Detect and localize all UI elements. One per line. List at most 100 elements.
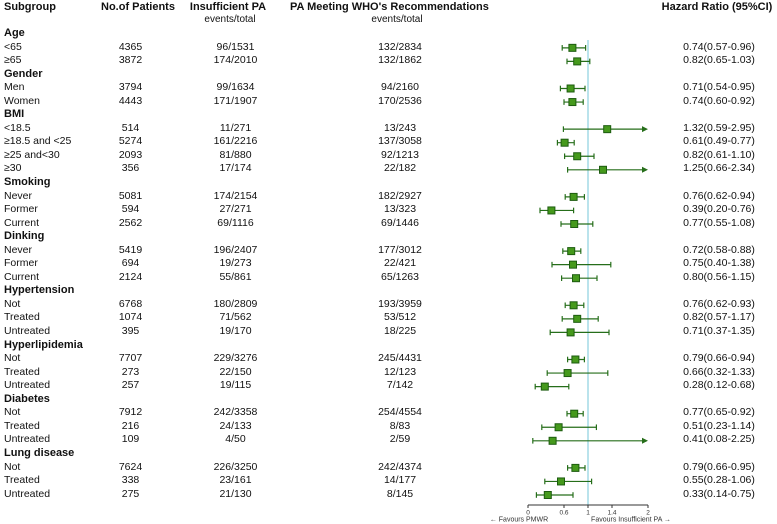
hr-marker	[548, 436, 557, 445]
hazard-ratio-value: 0.76(0.62-0.93)	[683, 297, 755, 310]
table-row: Never 5419 196/2407 177/3012 0.72(0.58-0.88)	[0, 244, 777, 258]
patients-value: 5081	[118, 189, 143, 202]
patients-value: 2124	[118, 270, 143, 283]
pa-meeting-value: 13/323	[383, 203, 417, 216]
pa-meeting-value: 177/3012	[378, 243, 422, 256]
group-row: BMI	[0, 108, 777, 122]
subgroup-label: Current	[4, 270, 40, 283]
subgroup-label: ≥65	[4, 54, 22, 67]
ci-arrow-right	[642, 166, 648, 173]
patients-value: 275	[121, 487, 140, 500]
table-row: Untreated 109 4/50 2/59 0.41(0.08-2.25)	[0, 433, 777, 447]
insufficient-pa-value: 161/2216	[213, 135, 258, 148]
subgroup-label: Former	[4, 203, 38, 216]
pa-meeting-value: 242/4374	[378, 460, 422, 473]
hazard-ratio-value: 0.28(0.12-0.68)	[683, 379, 755, 392]
pa-meeting-value: 18/225	[383, 325, 417, 338]
hazard-ratio-value: 0.72(0.58-0.88)	[683, 243, 755, 256]
hazard-ratio-value: 0.71(0.37-1.35)	[683, 325, 755, 338]
group-row: Age	[0, 27, 777, 41]
pa-meeting-value: 7/142	[386, 379, 414, 392]
hazard-ratio-value: 1.32(0.59-2.95)	[683, 121, 755, 134]
pa-meeting-value: 22/421	[383, 257, 417, 270]
table-row: Not 7707 229/3276 245/4431 0.79(0.66-0.94)	[0, 352, 777, 366]
hr-marker	[568, 98, 577, 107]
hr-marker	[573, 152, 582, 161]
table-row: Current 2562 69/1116 69/1446 0.77(0.55-1.08)	[0, 217, 777, 231]
insufficient-pa-value: 171/1907	[213, 94, 258, 107]
favours-pmwr-label: ← Favours PMWR	[490, 517, 548, 524]
hr-marker	[573, 57, 582, 66]
hr-marker	[570, 220, 579, 228]
hazard-ratio-value: 0.51(0.23-1.14)	[683, 419, 755, 432]
table-row: Former 594 27/271 13/323 0.39(0.20-0.76)	[0, 203, 777, 217]
hazard-ratio-value: 0.76(0.62-0.94)	[683, 189, 755, 202]
forest-plot-canvas: 0 0.6 1 1.4 2 ← Favours PMWR Favours Insuffici…	[490, 40, 671, 524]
ci-arrow-right	[642, 437, 648, 444]
table-row: Treated 216 24/133 8/83 0.51(0.23-1.14)	[0, 420, 777, 434]
hazard-ratio-value: 0.82(0.61-1.10)	[683, 148, 755, 161]
insufficient-pa-value: 17/174	[219, 162, 252, 175]
table-row: Untreated 395 19/170 18/225 0.71(0.37-1.35)	[0, 325, 777, 339]
pa-meeting-value: 94/2160	[381, 81, 419, 94]
pa-meeting-value: 13/243	[383, 121, 417, 134]
subgroup-label: <18.5	[4, 121, 31, 134]
patients-value: 109	[121, 433, 140, 446]
subgroup-label: ≥25 and<30	[4, 148, 60, 161]
col-header-insufficient-pa: Insufficient PA	[189, 1, 267, 13]
hazard-ratio-value: 0.79(0.66-0.95)	[683, 460, 755, 473]
insufficient-pa-value: 55/861	[219, 270, 252, 283]
col-header-subgroup: Subgroup	[4, 1, 56, 13]
patients-value: 2562	[118, 216, 143, 229]
patients-value: 5419	[118, 243, 143, 256]
hr-marker	[572, 274, 580, 283]
group-label: Hyperlipidemia	[4, 338, 83, 351]
hr-marker	[573, 314, 582, 323]
table-body: Age <65 4365 96/1531 132/2834 0.74(0.57-0.96)…	[0, 27, 777, 501]
table-row: ≥18.5 and <25 5274 161/2216 137/3058 0.61(0.…	[0, 135, 777, 149]
pa-meeting-value: 65/1263	[381, 270, 419, 283]
col-header-hazard-ratio: Hazard Ratio (95%CI)	[661, 1, 773, 13]
hazard-ratio-value: 0.75(0.40-1.38)	[683, 257, 755, 270]
hr-marker	[570, 409, 579, 418]
patients-value: 356	[121, 162, 140, 175]
hr-marker	[603, 125, 612, 134]
insufficient-pa-value: 196/2407	[213, 243, 258, 256]
insufficient-pa-value: 99/1634	[216, 81, 255, 94]
group-row: Diabetes	[0, 393, 777, 407]
hr-marker	[563, 369, 572, 378]
hazard-ratio-value: 0.82(0.57-1.17)	[683, 311, 755, 324]
group-label: Diabetes	[4, 392, 50, 405]
subgroup-label: Untreated	[4, 433, 51, 446]
patients-value: 3794	[118, 81, 143, 94]
pa-meeting-value: 182/2927	[378, 189, 422, 202]
axis-tick-label: 0.6	[559, 510, 568, 517]
hr-marker	[547, 206, 556, 215]
table-row: Women 4443 171/1907 170/2536 0.74(0.60-0.92)	[0, 95, 777, 109]
axis-tick-label: 2	[646, 510, 650, 517]
table-row: ≥25 and<30 2093 81/880 92/1213 0.82(0.61-1.1…	[0, 149, 777, 163]
pa-meeting-value: 254/4554	[378, 406, 422, 419]
subgroup-label: Not	[4, 406, 21, 419]
group-label: Age	[4, 27, 25, 39]
subgroup-label: Not	[4, 297, 21, 310]
subgroup-label: Former	[4, 257, 38, 270]
insufficient-pa-value: 81/880	[219, 148, 252, 161]
subgroup-label: Untreated	[4, 487, 51, 500]
insufficient-pa-value: 69/1116	[217, 216, 254, 229]
insufficient-pa-value: 174/2010	[213, 54, 258, 67]
insufficient-pa-value: 23/161	[219, 474, 252, 487]
insufficient-pa-value: 19/115	[219, 379, 252, 392]
insufficient-pa-value: 22/150	[219, 365, 252, 378]
patients-value: 216	[121, 419, 140, 432]
axis-tick-label: 1	[586, 510, 590, 517]
subgroup-label: ≥30	[4, 162, 22, 175]
pa-meeting-value: 170/2536	[378, 94, 422, 107]
hr-marker	[540, 382, 549, 391]
group-label: BMI	[4, 108, 25, 121]
hr-marker	[566, 328, 575, 337]
subgroup-label: <65	[4, 40, 22, 53]
table-row: ≥65 3872 174/2010 132/1862 0.82(0.65-1.03)	[0, 54, 777, 68]
insufficient-pa-value: 226/3250	[213, 460, 258, 473]
insufficient-pa-value: 96/1531	[216, 40, 255, 53]
